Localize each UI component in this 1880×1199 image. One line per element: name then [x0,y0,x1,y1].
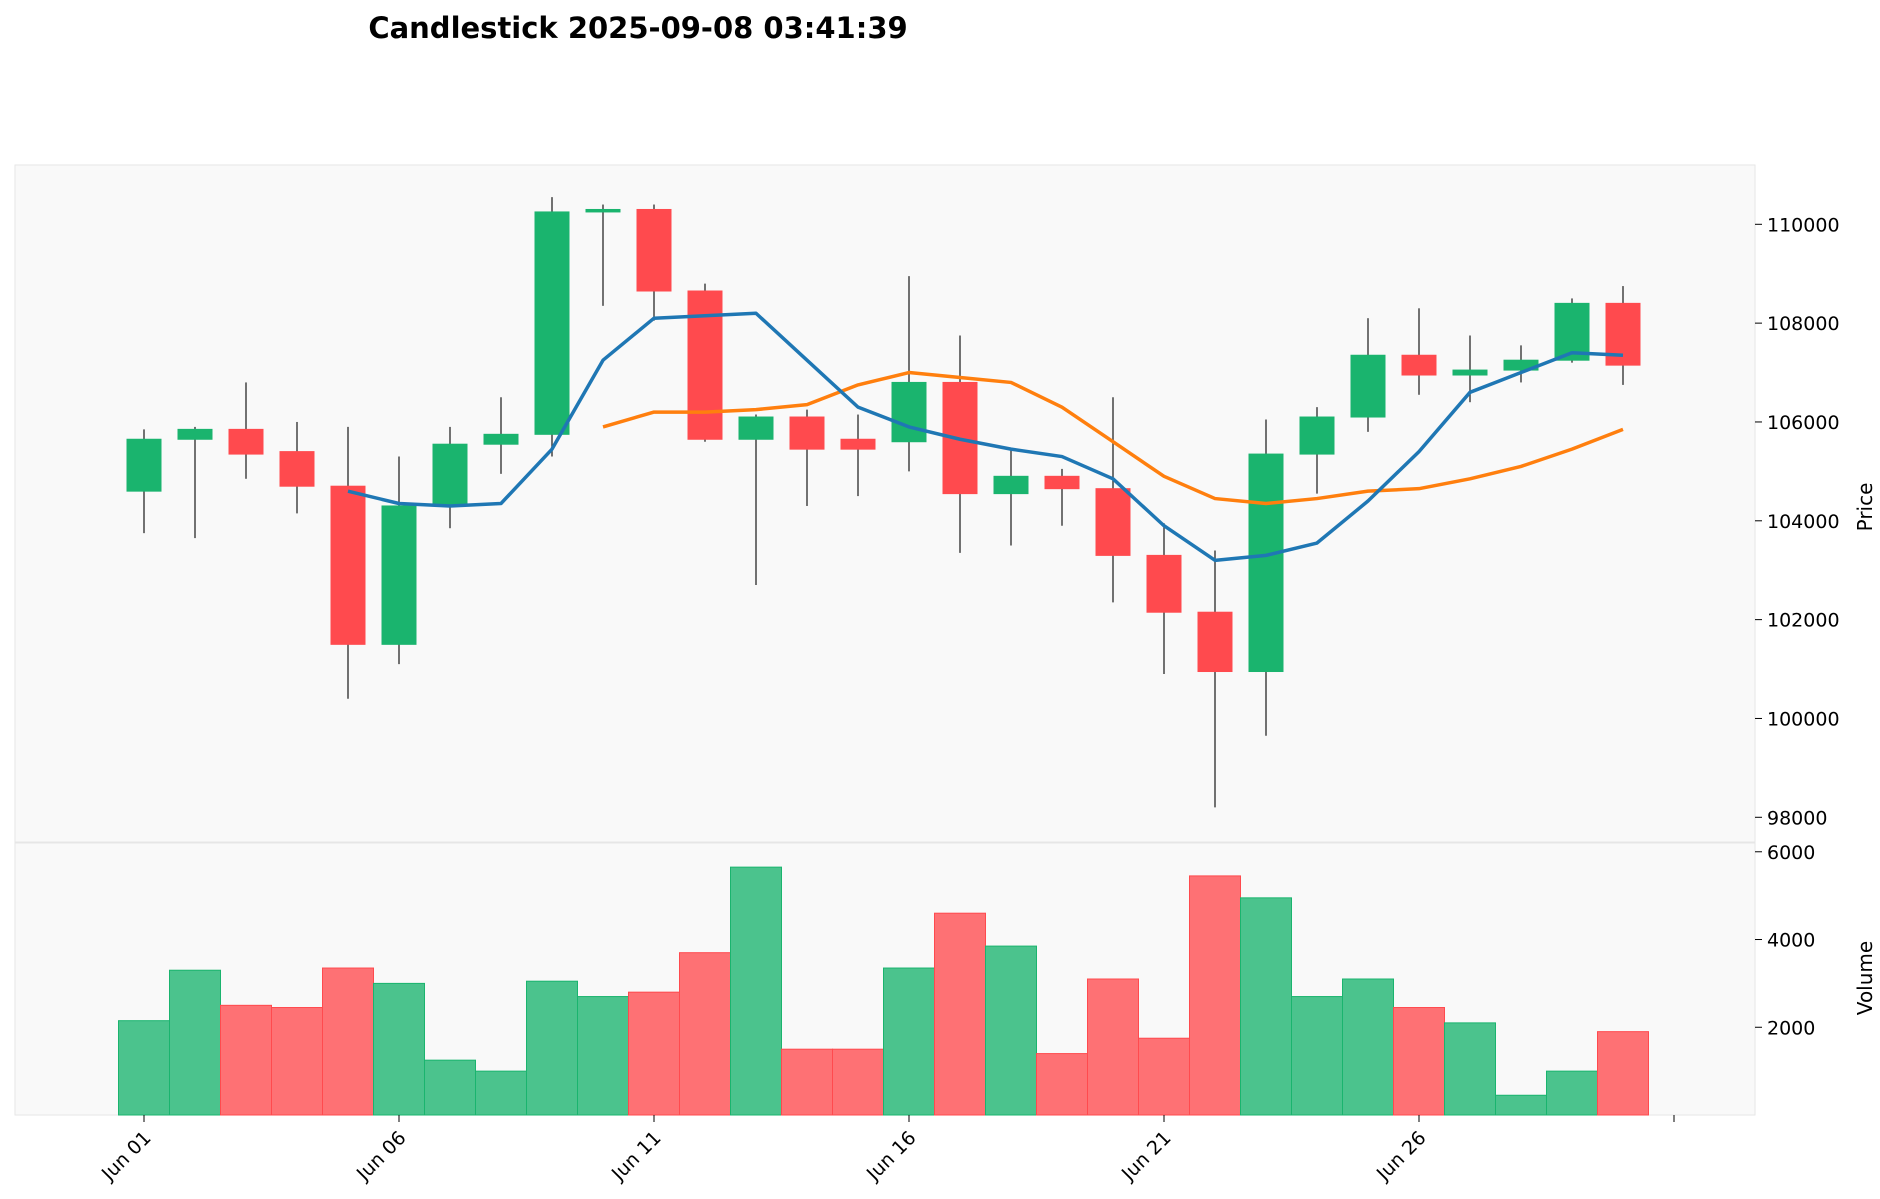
ma-long-line [602,370,1624,506]
candle-body [993,475,1029,495]
candle-body [1299,416,1335,455]
candle-body [1146,554,1182,613]
candle-body [1197,611,1233,673]
x-tick-label: Jun 16 [862,1127,921,1186]
volume-bar [985,945,1037,1116]
volume-bar [1036,1053,1088,1116]
candle-body [738,416,774,440]
price-tick-label: 110000 [1767,214,1840,236]
candle-body [1044,475,1080,490]
price-tick-label: 108000 [1767,313,1840,335]
volume-bar [424,1059,476,1116]
candles [126,197,1641,808]
price-panel [14,164,1756,843]
candle-body [534,211,570,435]
candle-body [891,381,927,443]
volume-bar [1597,1031,1649,1116]
volume-bar [628,991,680,1116]
x-tick-label: Jun 06 [352,1127,411,1186]
price-tick-label: 106000 [1767,412,1840,434]
volume-bar [883,967,935,1116]
x-tick-label: Jun 11 [607,1127,666,1186]
volume-bar [322,967,374,1116]
volume-bar [1087,978,1139,1116]
volume-tick-label: 6000 [1767,842,1815,864]
volume-bar [1189,875,1241,1116]
volume-bar [1240,897,1292,1116]
x-tick-label: Jun 21 [1117,1127,1176,1186]
volume-bar [169,969,221,1116]
candle-body [381,505,417,645]
x-tick-label: Jun 01 [97,1127,156,1186]
candle-body [840,438,876,450]
price-tick-label: 100000 [1767,708,1840,730]
candle-body [585,208,621,213]
price-tick-label: 98000 [1767,807,1827,829]
volume-axis: 2000 4000 6000 [1755,842,1815,1039]
volume-bar [730,866,782,1116]
volume-bar [1393,1007,1445,1116]
candle-body [432,443,468,507]
volume-bar [781,1048,833,1116]
candle-body [1401,354,1437,376]
volume-bar [1138,1037,1190,1116]
candle-body [1554,302,1590,361]
candle-body [483,433,519,445]
volume-tick-label: 2000 [1767,1017,1815,1039]
candle-body [1248,453,1284,673]
candle-body [789,416,825,450]
volume-bar [271,1007,323,1116]
candle-body [687,290,723,440]
price-tick-label: 104000 [1767,511,1840,533]
price-axis-label: Price [1853,483,1877,532]
chart-title: Candlestick 2025-09-08 03:41:39 [368,11,907,45]
price-axis: 98000 100000 102000 104000 106000 108000 11000… [1755,214,1840,829]
volume-bar [1342,978,1394,1116]
volume-bar [1291,996,1343,1116]
candle-body [1095,488,1131,556]
volume-bar [1495,1094,1547,1116]
volume-tick-label: 4000 [1767,930,1815,952]
volume-bar [577,996,629,1116]
volume-bars [118,866,1649,1116]
volume-bar [373,982,425,1116]
candle-body [636,208,672,292]
ma-short-line [347,311,1624,563]
candle-body [1350,354,1386,418]
volume-bar [679,952,731,1116]
volume-bar [220,1004,272,1116]
volume-bar [1546,1070,1598,1116]
x-axis: Jun 01 Jun 06 Jun 11 Jun 16 Jun 21 Jun 26 [97,1115,1675,1186]
candle-body [1452,369,1488,376]
volume-bar [1444,1022,1496,1116]
candle-body [228,428,264,455]
volume-bar [832,1048,884,1116]
volume-bar [526,980,578,1116]
candle-body [177,428,213,440]
moving-average-lines [347,311,1624,563]
price-tick-label: 102000 [1767,610,1840,632]
volume-bar [475,1070,527,1116]
candle-body [279,451,315,487]
candle-body [126,438,162,492]
candle-body [330,485,366,645]
volume-bar [118,1020,170,1116]
volume-axis-label: Volume [1853,941,1877,1015]
volume-bar [934,912,986,1116]
x-tick-label: Jun 26 [1372,1127,1431,1186]
